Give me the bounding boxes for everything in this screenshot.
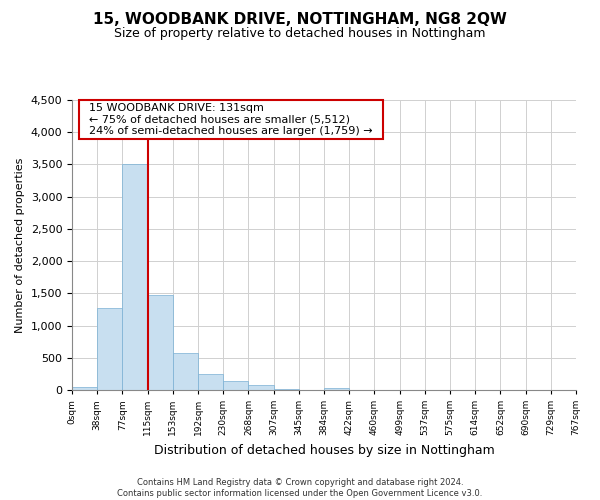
Bar — [97, 308, 122, 390]
Y-axis label: Number of detached properties: Number of detached properties — [15, 158, 25, 332]
Text: 15, WOODBANK DRIVE, NOTTINGHAM, NG8 2QW: 15, WOODBANK DRIVE, NOTTINGHAM, NG8 2QW — [93, 12, 507, 28]
Text: Size of property relative to detached houses in Nottingham: Size of property relative to detached ho… — [114, 28, 486, 40]
Bar — [122, 164, 148, 390]
Bar — [173, 352, 198, 390]
Bar — [248, 386, 274, 390]
Bar — [274, 388, 299, 390]
Bar — [324, 388, 349, 390]
Bar — [72, 387, 97, 390]
Text: 15 WOODBANK DRIVE: 131sqm
  ← 75% of detached houses are smaller (5,512)
  24% o: 15 WOODBANK DRIVE: 131sqm ← 75% of detac… — [82, 103, 380, 136]
Bar — [198, 374, 223, 390]
Bar — [148, 296, 173, 390]
X-axis label: Distribution of detached houses by size in Nottingham: Distribution of detached houses by size … — [154, 444, 494, 456]
Bar — [223, 381, 248, 390]
Text: Contains HM Land Registry data © Crown copyright and database right 2024.
Contai: Contains HM Land Registry data © Crown c… — [118, 478, 482, 498]
